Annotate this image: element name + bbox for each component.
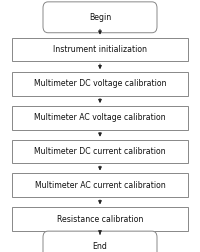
FancyBboxPatch shape: [12, 38, 188, 61]
Text: Multimeter DC voltage calibration: Multimeter DC voltage calibration: [34, 79, 166, 88]
FancyBboxPatch shape: [12, 106, 188, 130]
FancyBboxPatch shape: [12, 72, 188, 96]
FancyBboxPatch shape: [12, 140, 188, 163]
FancyBboxPatch shape: [43, 2, 157, 33]
Text: Multimeter AC voltage calibration: Multimeter AC voltage calibration: [34, 113, 166, 122]
FancyBboxPatch shape: [12, 207, 188, 231]
Text: Begin: Begin: [89, 13, 111, 22]
Text: End: End: [93, 242, 107, 251]
Text: Multimeter DC current calibration: Multimeter DC current calibration: [34, 147, 166, 156]
Text: Resistance calibration: Resistance calibration: [57, 215, 143, 224]
FancyBboxPatch shape: [43, 231, 157, 252]
FancyBboxPatch shape: [12, 173, 188, 197]
Text: Instrument initialization: Instrument initialization: [53, 45, 147, 54]
Text: Multimeter AC current calibration: Multimeter AC current calibration: [35, 181, 165, 190]
